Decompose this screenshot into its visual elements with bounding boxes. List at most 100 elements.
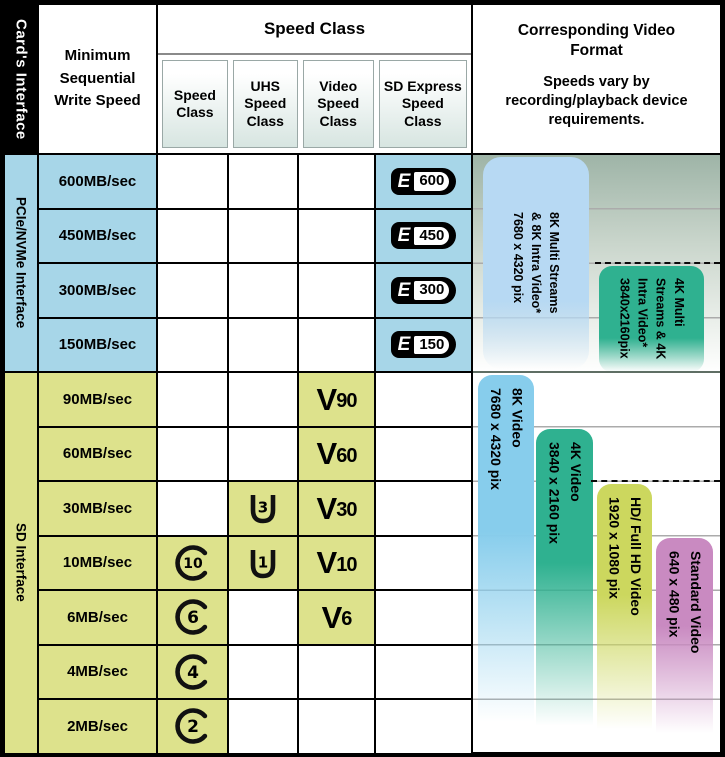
cell-90mb-sec-speed-class — [158, 373, 227, 426]
cell-300mb-sec-sd-express: E 300 — [376, 264, 471, 317]
c6-icon: 6 — [174, 599, 207, 636]
cell-450mb-sec-sd-express: E 450 — [376, 209, 471, 262]
cell-150mb-sec-uhs — [229, 318, 297, 371]
video-format-text-4k-video: 4K Video 3840 x 2160 pix — [543, 442, 586, 544]
subheader-video-speed-class: Video Speed Class — [302, 60, 374, 148]
sd-express-e-glyph: E — [397, 279, 411, 301]
cell-600mb-sec-speed-class — [158, 155, 227, 208]
speed-label-10mb-sec: 10MB/sec — [39, 536, 156, 589]
video-format-body: 8K Multi Streams & 8K Intra Video* 7680 x … — [473, 155, 720, 752]
threshold-dashed-line-30mb — [591, 480, 720, 482]
video-format-bar-4k-video: 4K Video 3840 x 2160 pix — [536, 429, 593, 748]
video-format-text-standard-video: Standard Video 640 x 480 pix — [663, 551, 706, 653]
cell-60mb-sec-sd-express — [376, 427, 471, 480]
speed-class-group-header: Speed Class Speed Class UHS Speed Class Vi… — [158, 5, 471, 153]
video-format-line: 7680 x 4320 pix — [488, 388, 504, 490]
cell-450mb-sec-speed-class — [158, 209, 227, 262]
cell-30mb-sec-sd-express — [376, 482, 471, 535]
video-format-panel: Corresponding Video Format Speeds vary b… — [473, 5, 720, 752]
video-format-line: Standard Video — [688, 551, 705, 654]
video-format-line: 640 x 480 pix — [666, 551, 683, 638]
video-format-line: 3840x2160pix — [617, 278, 632, 359]
e150-icon: E 150 — [390, 331, 457, 359]
video-format-line: 4K Video — [568, 442, 585, 502]
cell-60mb-sec-uhs — [229, 427, 297, 480]
video-format-line: HD/ Full HD Video — [628, 497, 645, 616]
speed-label-4mb-sec: 4MB/sec — [39, 645, 156, 698]
svg-text:2: 2 — [187, 717, 199, 737]
interface-label-pcie-nvme-interface: PCIe/NVMe Interface — [5, 155, 37, 371]
svg-text:10: 10 — [183, 556, 203, 572]
speed-label-60mb-sec: 60MB/sec — [39, 427, 156, 480]
c2-icon: 2 — [174, 708, 207, 745]
cell-10mb-sec-sd-express — [376, 536, 471, 589]
cell-10mb-sec-video: V 10 — [299, 536, 374, 589]
sd-express-e-glyph: E — [397, 170, 411, 192]
cell-2mb-sec-uhs — [229, 700, 297, 753]
interface-label-text: SD Interface — [13, 523, 29, 603]
c10-icon: 10 — [174, 544, 207, 581]
speed-label-300mb-sec: 300MB/sec — [39, 264, 156, 317]
cell-30mb-sec-speed-class — [158, 482, 227, 535]
min-seq-write-speed-header: Minimum Sequential Write Speed — [39, 5, 156, 153]
interface-label-sd-interface: SD Interface — [5, 373, 37, 753]
cell-6mb-sec-speed-class: 6 — [158, 591, 227, 644]
cell-2mb-sec-sd-express — [376, 700, 471, 753]
v30-icon: V 30 — [316, 490, 358, 526]
v90-icon: V 90 — [316, 381, 358, 417]
v10-icon: V 10 — [316, 545, 358, 581]
cell-4mb-sec-speed-class: 4 — [158, 645, 227, 698]
cell-150mb-sec-video — [299, 318, 374, 371]
speed-label-600mb-sec: 600MB/sec — [39, 155, 156, 208]
video-format-line: 8K Video — [509, 388, 526, 448]
u1-icon: 1 — [250, 549, 276, 579]
video-format-note: Speeds vary by recording/playback device… — [505, 74, 688, 128]
speed-label-6mb-sec: 6MB/sec — [39, 591, 156, 644]
cell-600mb-sec-uhs — [229, 155, 297, 208]
video-format-line: & 8K Intra Video* — [529, 212, 544, 314]
svg-text:1: 1 — [258, 553, 268, 571]
cell-2mb-sec-video — [299, 700, 374, 753]
video-format-line: Streams & 4K — [653, 278, 668, 360]
svg-text:6: 6 — [187, 608, 199, 628]
e300-icon: E 300 — [390, 276, 457, 304]
subheader-sd-express-speed-class: SD Express Speed Class — [378, 60, 467, 148]
card-interface-header: Card's Interface — [5, 5, 37, 153]
video-format-text-4k-multi-streams: 4K Multi Streams & 4K Intra Video* 3840x216… — [615, 278, 688, 359]
cell-300mb-sec-uhs — [229, 264, 297, 317]
speed-label-90mb-sec: 90MB/sec — [39, 373, 156, 426]
cell-4mb-sec-video — [299, 645, 374, 698]
cell-30mb-sec-video: V 30 — [299, 482, 374, 535]
video-format-bar-standard-video: Standard Video 640 x 480 pix — [656, 538, 713, 748]
speed-class-group-title: Speed Class — [158, 5, 471, 55]
subheader-uhs-speed-class: UHS Speed Class — [232, 60, 298, 148]
cell-450mb-sec-video — [299, 209, 374, 262]
v60-icon: V 60 — [316, 436, 358, 472]
video-format-bar-4k-multi-streams: 4K Multi Streams & 4K Intra Video* 3840x216… — [599, 266, 704, 372]
video-format-line: 1920 x 1080 pix — [606, 497, 623, 599]
cell-150mb-sec-speed-class — [158, 318, 227, 371]
speed-label-2mb-sec: 2MB/sec — [39, 700, 156, 753]
video-format-title: Corresponding Video Format — [517, 22, 676, 60]
cell-300mb-sec-speed-class — [158, 264, 227, 317]
cell-90mb-sec-uhs — [229, 373, 297, 426]
speed-class-subheaders: Speed Class UHS Speed Class Video Speed Cl… — [158, 55, 471, 153]
cell-4mb-sec-uhs — [229, 645, 297, 698]
cell-600mb-sec-sd-express: E 600 — [376, 155, 471, 208]
cell-90mb-sec-video: V 90 — [299, 373, 374, 426]
cell-10mb-sec-uhs: 1 — [229, 536, 297, 589]
cell-30mb-sec-uhs: 3 — [229, 482, 297, 535]
subheader-speed-class: Speed Class — [162, 60, 228, 148]
cell-300mb-sec-video — [299, 264, 374, 317]
video-format-line: 7680 x 4320 pix — [510, 212, 525, 304]
c4-icon: 4 — [174, 653, 207, 690]
e600-icon: E 600 — [390, 167, 457, 195]
svg-text:4: 4 — [187, 663, 199, 683]
video-format-text-8k-video: 8K Video 7680 x 4320 pix — [484, 388, 527, 490]
video-format-line: 4K Multi — [671, 278, 686, 327]
speed-label-150mb-sec: 150MB/sec — [39, 318, 156, 371]
cell-2mb-sec-speed-class: 2 — [158, 700, 227, 753]
svg-text:3: 3 — [258, 499, 268, 517]
